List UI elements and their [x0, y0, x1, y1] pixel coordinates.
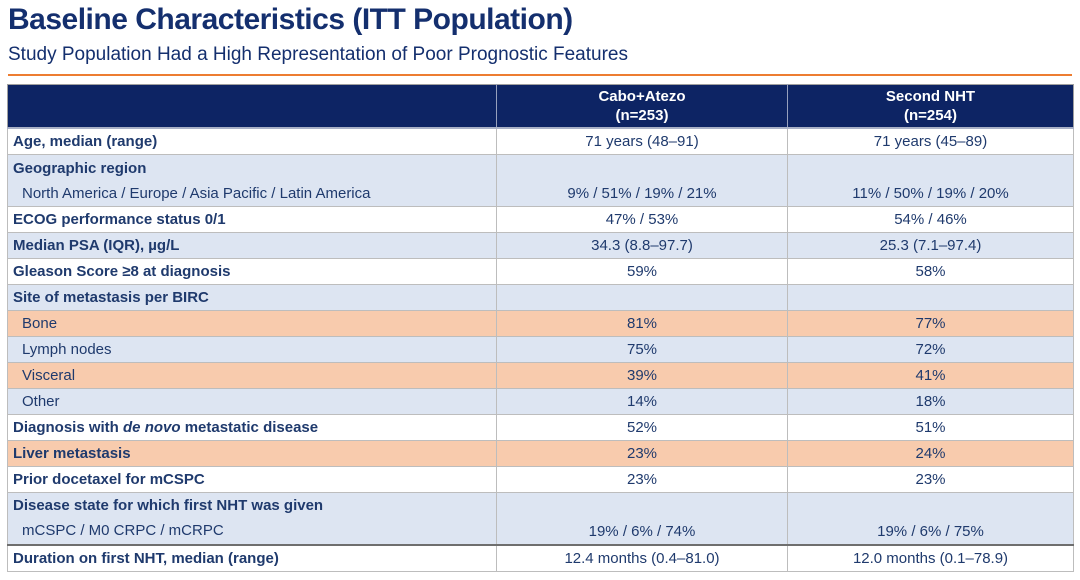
- cabo-atezo-value: 81%: [496, 310, 788, 337]
- row-label: Site of metastasis per BIRC: [13, 289, 209, 306]
- row-label-cell: Geographic region North America / Europe…: [7, 154, 497, 207]
- table-header-row: Cabo+Atezo (n=253) Second NHT (n=254): [7, 84, 1074, 129]
- table-row-ecog: ECOG performance status 0/1 47% / 53% 54…: [7, 206, 1074, 233]
- row-label-cell: Liver metastasis: [7, 440, 497, 467]
- row-label-cell: Lymph nodes: [7, 336, 497, 363]
- cabo-atezo-value: 9% / 51% / 19% / 21%: [496, 154, 788, 207]
- header-second-nht: Second NHT (n=254): [787, 84, 1074, 129]
- arm-name: Cabo+Atezo: [598, 88, 686, 105]
- page-title: Baseline Characteristics (ITT Population…: [8, 3, 573, 36]
- row-label-cell: Disease state for which first NHT was gi…: [7, 492, 497, 545]
- table-row-disease-state: Disease state for which first NHT was gi…: [7, 492, 1074, 545]
- row-label: Disease state for which first NHT was gi…: [13, 497, 324, 515]
- arm-name: Second NHT: [885, 88, 976, 105]
- table-row-duration-first-nht: Duration on first NHT, median (range) 12…: [7, 543, 1074, 572]
- row-label-cell: Site of metastasis per BIRC: [7, 284, 497, 311]
- row-label: Age, median (range): [13, 133, 158, 150]
- row-label: Prior docetaxel for mCSPC: [13, 471, 205, 488]
- page-subtitle: Study Population Had a High Representati…: [8, 44, 628, 65]
- second-nht-value: 77%: [787, 310, 1074, 337]
- second-nht-value: 19% / 6% / 75%: [787, 492, 1074, 545]
- row-label-cell: Prior docetaxel for mCSPC: [7, 466, 497, 493]
- row-label-cell: Visceral: [7, 362, 497, 389]
- second-nht-value: 72%: [787, 336, 1074, 363]
- header-cabo-atezo: Cabo+Atezo (n=253): [496, 84, 788, 129]
- row-label: Other: [22, 393, 60, 410]
- second-nht-value: [787, 284, 1074, 311]
- row-label-cell: Other: [7, 388, 497, 415]
- cabo-atezo-value: 52%: [496, 414, 788, 441]
- row-label: Diagnosis with de novo metastatic diseas…: [13, 419, 319, 436]
- row-sublabel: mCSPC / M0 CRPC / mCRPC: [22, 522, 224, 540]
- second-nht-value: 23%: [787, 466, 1074, 493]
- second-nht-value: 25.3 (7.1–97.4): [787, 232, 1074, 259]
- row-label: Geographic region: [13, 159, 147, 177]
- row-label: Liver metastasis: [13, 445, 131, 462]
- table-row-liver-metastasis: Liver metastasis 23% 24%: [7, 440, 1074, 467]
- table-row-bone: Bone 81% 77%: [7, 310, 1074, 337]
- row-label-cell: Age, median (range): [7, 127, 497, 155]
- table-row-age: Age, median (range) 71 years (48–91) 71 …: [7, 127, 1074, 155]
- row-label: Lymph nodes: [22, 341, 112, 358]
- row-sublabel: North America / Europe / Asia Pacific / …: [22, 184, 371, 202]
- cabo-atezo-value: 75%: [496, 336, 788, 363]
- table-row-lymph-nodes: Lymph nodes 75% 72%: [7, 336, 1074, 363]
- row-label-cell: Gleason Score ≥8 at diagnosis: [7, 258, 497, 285]
- second-nht-value: 11% / 50% / 19% / 20%: [787, 154, 1074, 207]
- table-row-other: Other 14% 18%: [7, 388, 1074, 415]
- second-nht-value: 51%: [787, 414, 1074, 441]
- cabo-atezo-value: 59%: [496, 258, 788, 285]
- header-empty-cell: [7, 84, 497, 129]
- row-label: Visceral: [22, 367, 76, 384]
- cabo-atezo-value: 19% / 6% / 74%: [496, 492, 788, 545]
- baseline-characteristics-table: Cabo+Atezo (n=253) Second NHT (n=254) Ag…: [7, 84, 1074, 572]
- row-label-cell: ECOG performance status 0/1: [7, 206, 497, 233]
- table-row-geographic-region: Geographic region North America / Europe…: [7, 154, 1074, 207]
- table-row-median-psa: Median PSA (IQR), µg/L 34.3 (8.8–97.7) 2…: [7, 232, 1074, 259]
- cabo-atezo-value: [496, 284, 788, 311]
- table-row-site-of-metastasis: Site of metastasis per BIRC: [7, 284, 1074, 311]
- row-label: Duration on first NHT, median (range): [13, 549, 279, 567]
- second-nht-value: 12.0 months (0.1–78.9): [787, 543, 1074, 572]
- second-nht-value: 54% / 46%: [787, 206, 1074, 233]
- row-label-cell: Duration on first NHT, median (range): [7, 543, 497, 572]
- second-nht-value: 18%: [787, 388, 1074, 415]
- arm-n: (n=254): [904, 107, 957, 124]
- second-nht-value: 71 years (45–89): [787, 127, 1074, 155]
- row-label: Gleason Score ≥8 at diagnosis: [13, 263, 231, 280]
- cabo-atezo-value: 71 years (48–91): [496, 127, 788, 155]
- arm-n: (n=253): [615, 107, 669, 124]
- cabo-atezo-value: 39%: [496, 362, 788, 389]
- row-label-cell: Diagnosis with de novo metastatic diseas…: [7, 414, 497, 441]
- row-label: ECOG performance status 0/1: [13, 211, 226, 228]
- cabo-atezo-value: 23%: [496, 440, 788, 467]
- table-row-visceral: Visceral 39% 41%: [7, 362, 1074, 389]
- table-row-prior-docetaxel: Prior docetaxel for mCSPC 23% 23%: [7, 466, 1074, 493]
- cabo-atezo-value: 12.4 months (0.4–81.0): [496, 543, 788, 572]
- row-label: Median PSA (IQR), µg/L: [13, 237, 180, 254]
- table-row-gleason: Gleason Score ≥8 at diagnosis 59% 58%: [7, 258, 1074, 285]
- second-nht-value: 24%: [787, 440, 1074, 467]
- second-nht-value: 58%: [787, 258, 1074, 285]
- orange-divider: [8, 74, 1072, 76]
- second-nht-value: 41%: [787, 362, 1074, 389]
- row-label-cell: Bone: [7, 310, 497, 337]
- cabo-atezo-value: 14%: [496, 388, 788, 415]
- cabo-atezo-value: 34.3 (8.8–97.7): [496, 232, 788, 259]
- row-label-cell: Median PSA (IQR), µg/L: [7, 232, 497, 259]
- cabo-atezo-value: 23%: [496, 466, 788, 493]
- cabo-atezo-value: 47% / 53%: [496, 206, 788, 233]
- row-label: Bone: [22, 315, 58, 332]
- table-row-de-novo: Diagnosis with de novo metastatic diseas…: [7, 414, 1074, 441]
